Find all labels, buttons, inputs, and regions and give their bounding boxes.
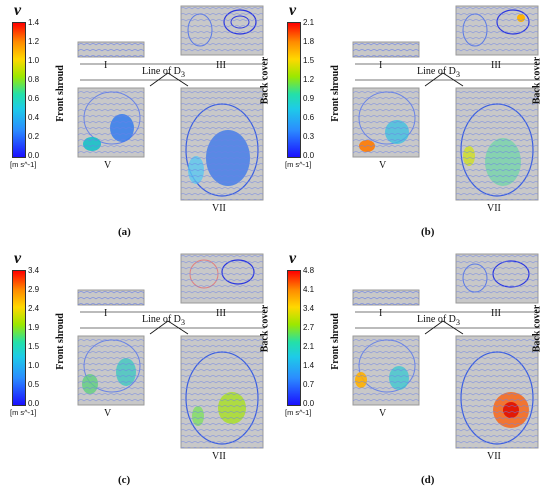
side-label-back-cover-left: Back cover [259,304,271,353]
streamline-plot [352,253,540,449]
unit-label: [m s^-1] [10,408,37,417]
region-label-III: III [216,308,226,319]
side-label-right: Back cover [531,56,543,105]
panel-caption: (c) [118,474,131,486]
panel-a: v 1.4 1.2 1.0 0.8 0.6 0.4 0.2 0.0 [m s^-… [0,0,275,247]
region-label-VII: VII [487,451,501,462]
side-label-back-cover-left: Back cover [259,56,271,105]
velocity-legend: v 2.1 1.8 1.5 1.2 0.9 0.6 0.3 0.0 [m s^-… [281,2,335,176]
region-label-V: V [104,160,112,171]
unit-label: [m s^-1] [10,160,37,169]
side-label-front-shroud: Front shroud [329,65,341,122]
scale-tick: 0.0 [28,151,40,160]
scale-tick: 2.7 [303,323,315,332]
panel-caption: (b) [421,226,435,238]
scale-tick: 3.4 [28,266,40,275]
scale-tick: 1.2 [303,75,315,84]
velocity-legend: v 3.4 2.9 2.4 1.9 1.5 1.0 0.5 0.0 [m s^-… [6,250,60,424]
region-label-I: I [104,60,108,71]
scale-tick: 0.7 [303,380,315,389]
velocity-symbol: v [289,2,297,19]
scale-tick: 4.8 [303,266,315,275]
scale-tick: 0.0 [303,399,315,408]
region-label-III: III [491,308,501,319]
scale-tick: 1.4 [28,18,40,27]
line-label: Line of D3 [142,314,186,327]
region-label-V: V [379,408,387,419]
color-scale-bar [12,22,26,158]
scale-tick: 0.6 [28,94,40,103]
scale-tick: 2.4 [28,304,40,313]
scale-tick: 0.8 [28,75,40,84]
streamline-plot [77,5,265,201]
streamline-plot [77,253,265,449]
color-scale-bar [12,270,26,406]
velocity-symbol: v [14,250,22,267]
scale-tick: 2.1 [303,18,315,27]
scale-tick: 2.1 [303,342,315,351]
region-label-I: I [104,308,108,319]
streamline-plot [352,5,540,201]
side-label-left: Front shroud [54,65,66,122]
scale-tick: 0.0 [303,151,315,160]
line-label: Line of D3 [417,66,461,79]
scale-tick: 1.4 [303,361,315,370]
panel-caption: (a) [118,226,131,238]
region-label-III: III [491,60,501,71]
scale-tick: 1.9 [28,323,40,332]
panel-c: v 3.4 2.9 2.4 1.9 1.5 1.0 0.5 0.0 [m s^-… [0,248,275,495]
panel-b: v 2.1 1.8 1.5 1.2 0.9 0.6 0.3 0.0 [m s^-… [259,0,550,247]
scale-tick: 1.5 [303,56,315,65]
scale-tick: 0.9 [303,94,315,103]
color-scale-bar [287,22,301,158]
line-label: Line of D3 [142,66,186,79]
region-label-I: I [379,308,383,319]
scale-tick: 1.2 [28,37,40,46]
unit-label: [m s^-1] [285,408,312,417]
panel-caption: (d) [421,474,435,486]
scale-tick: 1.0 [28,56,40,65]
scale-tick: 0.4 [28,113,40,122]
region-label-I: I [379,60,383,71]
scale-tick: 0.5 [28,380,40,389]
velocity-symbol: v [289,250,297,267]
unit-label: [m s^-1] [285,160,312,169]
side-label-right: Back cover [531,304,543,353]
scale-tick: 0.0 [28,399,40,408]
scale-tick: 1.5 [28,342,40,351]
region-label-V: V [104,408,112,419]
scale-tick: 0.3 [303,132,315,141]
region-label-VII: VII [487,203,501,214]
region-label-VII: VII [212,203,226,214]
velocity-legend: v 1.4 1.2 1.0 0.8 0.6 0.4 0.2 0.0 [m s^-… [6,2,60,176]
velocity-legend: v 4.8 4.1 3.4 2.7 2.1 1.4 0.7 0.0 [m s^-… [281,250,335,424]
side-label-left: Front shroud [54,313,66,370]
scale-tick: 0.6 [303,113,315,122]
color-scale-bar [287,270,301,406]
scale-tick: 1.8 [303,37,315,46]
scale-tick: 2.9 [28,285,40,294]
scale-tick: 4.1 [303,285,315,294]
region-label-VII: VII [212,451,226,462]
scale-tick: 0.2 [28,132,40,141]
region-label-III: III [216,60,226,71]
region-label-V: V [379,160,387,171]
scale-tick: 3.4 [303,304,315,313]
velocity-symbol: v [14,2,22,19]
scale-tick: 1.0 [28,361,40,370]
panel-d: v 4.8 4.1 3.4 2.7 2.1 1.4 0.7 0.0 [m s^-… [259,248,550,495]
line-label: Line of D3 [417,314,461,327]
side-label-front-shroud: Front shroud [329,313,341,370]
